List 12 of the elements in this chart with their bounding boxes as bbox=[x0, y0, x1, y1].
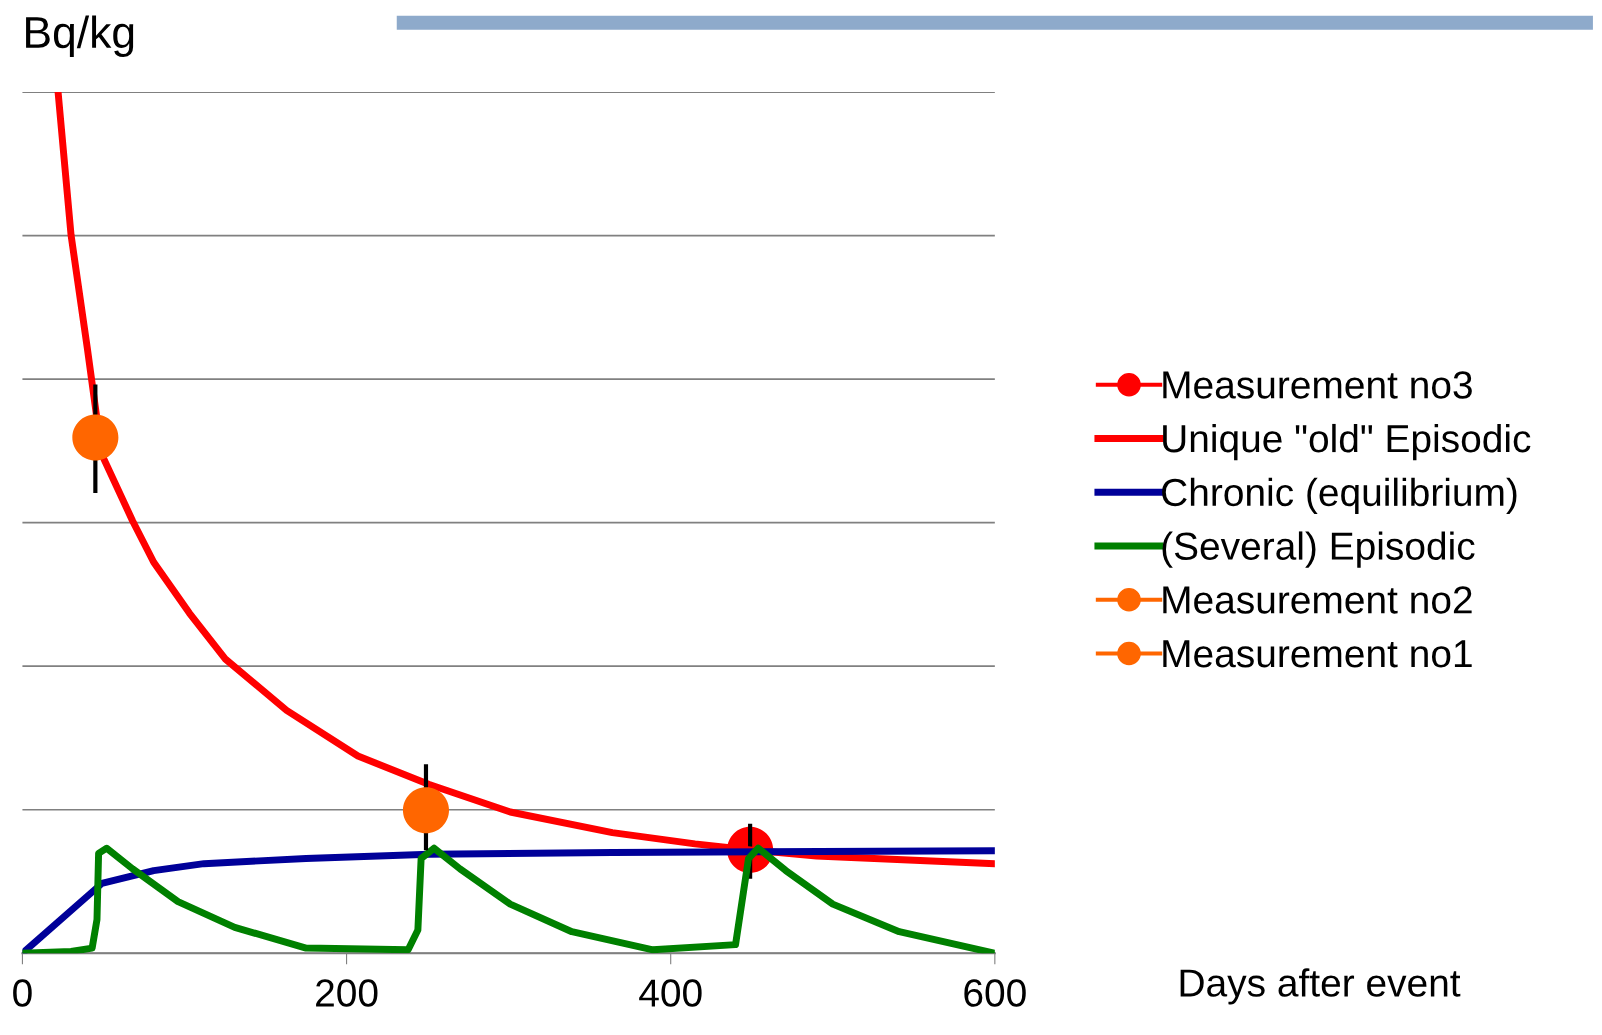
y-axis-title: Bq/kg bbox=[26, 15, 134, 57]
legend-label: Unique "old" Episodic bbox=[1163, 423, 1531, 461]
legend-label: Measurement no3 bbox=[1163, 371, 1472, 399]
x-tick-label: 200 bbox=[316, 979, 378, 1007]
x-tick-label: 400 bbox=[639, 979, 702, 1007]
x-tick-label: 600 bbox=[964, 979, 1026, 1007]
x-axis-title: Days after event bbox=[1180, 968, 1461, 1005]
x-tick-label: 0 bbox=[13, 979, 32, 1007]
legend-label: (Several) Episodic bbox=[1162, 531, 1475, 568]
legend-label: Measurement no1 bbox=[1163, 640, 1472, 668]
legend-label: Chronic (equilibrium) bbox=[1162, 477, 1517, 514]
legend-label: Measurement no2 bbox=[1163, 586, 1472, 614]
